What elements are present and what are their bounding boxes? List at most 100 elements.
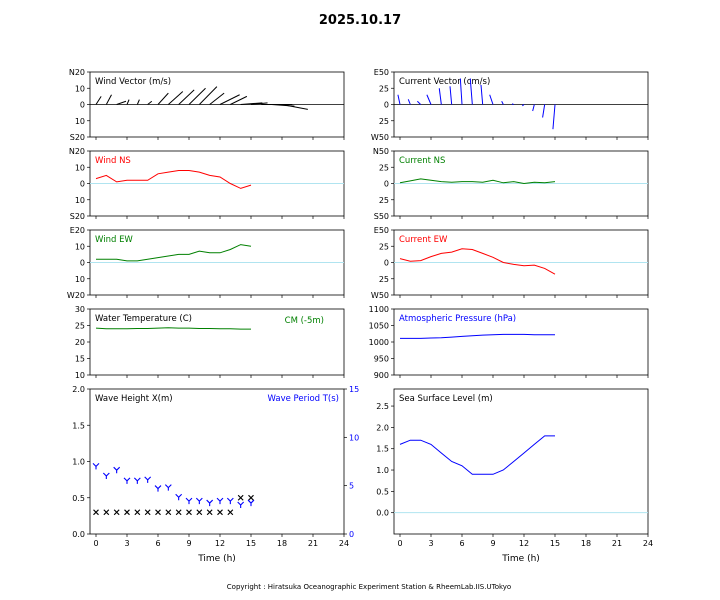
y-tick-label: 1.5: [72, 421, 85, 430]
y-tick-label: N20: [69, 68, 85, 77]
vector-mark: [219, 94, 240, 105]
wave-height-point: [248, 494, 254, 501]
panel-title: Wind Vector (m/s): [95, 77, 171, 87]
y-tick-label: 25: [379, 163, 389, 172]
y-tick-label: 900: [374, 371, 389, 380]
vector-mark: [542, 104, 546, 118]
wave-period-point: [123, 477, 131, 484]
panel-note: CM (-5m): [285, 316, 324, 326]
vector-mark: [116, 100, 127, 105]
panel-frame: [89, 388, 345, 535]
wave-height-point: [165, 509, 172, 516]
y-tick-label: 10: [75, 196, 85, 205]
vector-mark: [281, 104, 308, 110]
vector-mark: [250, 102, 268, 105]
y-tick-label: 1000: [369, 338, 389, 347]
wave-height-point: [186, 509, 192, 516]
wave-height-point: [124, 509, 130, 516]
vector-mark: [157, 92, 169, 105]
vector-mark: [230, 95, 248, 105]
series-line: [399, 435, 555, 475]
y-tick-label: S20: [70, 212, 85, 221]
x-tick-label: 18: [277, 539, 287, 548]
panel-title: Wave Height X(m): [95, 394, 173, 404]
vector-mark: [95, 96, 102, 105]
series-line: [95, 170, 252, 189]
x-tick-label: 6: [155, 539, 160, 548]
vector-mark: [198, 86, 218, 105]
vector-mark: [188, 87, 206, 105]
panel-title: Wind NS: [95, 156, 131, 166]
y-tick-label: 25: [379, 117, 389, 126]
vector-mark: [178, 89, 195, 105]
y-tick-label: 10: [75, 275, 85, 284]
x-tick-label: 0: [93, 539, 98, 548]
wave-height-point: [155, 509, 161, 516]
vector-mark: [417, 100, 422, 105]
x-tick-label: 3: [428, 539, 433, 548]
wave-period-point: [226, 497, 234, 505]
wave-height-point: [134, 509, 141, 516]
x-tick-label: 12: [519, 539, 529, 548]
y-tick-label: N20: [69, 147, 85, 156]
wave-height-point: [196, 509, 203, 516]
x-tick-label: 24: [339, 539, 349, 548]
vector-mark: [426, 94, 432, 105]
series-line: [96, 244, 252, 262]
x-tick-label: 15: [246, 539, 256, 548]
y2-tick-label: 0: [349, 530, 354, 539]
x-tick-label: 18: [581, 539, 591, 548]
y-tick-label: 30: [75, 305, 85, 314]
wave-period-point: [185, 497, 193, 505]
wave-height-point: [217, 509, 223, 516]
y-tick-label: 25: [379, 196, 389, 205]
series-line: [400, 333, 555, 339]
wave-period-point: [144, 476, 152, 483]
y-tick-label: 0: [80, 180, 85, 189]
y-tick-label: 0.5: [72, 494, 85, 503]
vector-mark: [522, 104, 525, 107]
panel-title: Atmospheric Pressure (hPa): [399, 314, 516, 324]
panel-title: Current NS: [399, 156, 445, 166]
y-tick-label: 25: [379, 242, 389, 251]
series-line: [95, 327, 251, 330]
wave-period-point: [133, 477, 141, 484]
y-tick-label: 1.5: [376, 445, 389, 454]
x-tick-label: 21: [612, 539, 622, 548]
panel-wave: 2.0 1.5 1.0 0.5 0.0 0 3 6 9 12 15 18 21 24 Time (h) Wav…: [72, 385, 359, 564]
panel-title: Sea Surface Level (m): [399, 394, 493, 404]
x-tick-label: 9: [490, 539, 495, 548]
y-tick-label: 0: [384, 101, 389, 110]
vector-mark: [126, 99, 130, 105]
wave-period-point: [237, 501, 245, 508]
panel-title: Current Vector (cm/s): [399, 77, 490, 87]
vector-mark: [407, 99, 411, 105]
wave-period-point: [206, 499, 214, 507]
y-tick-label: 10: [75, 163, 85, 172]
vector-mark: [209, 92, 225, 105]
wave-height-point: [175, 509, 182, 516]
vector-mark: [240, 102, 263, 105]
wave-period-point: [216, 497, 224, 505]
wave-period-point: [175, 493, 183, 501]
y-tick-label: 0.0: [72, 530, 85, 539]
vector-mark: [552, 104, 556, 130]
series-line: [399, 248, 556, 275]
y-tick-label: E50: [374, 68, 389, 77]
x-axis-label: Time (h): [197, 554, 236, 564]
wave-period-point: [102, 472, 110, 479]
x-tick-label: 6: [459, 539, 464, 548]
y-tick-label: 0.5: [376, 487, 389, 496]
wave-height-point: [227, 509, 234, 516]
wave-period-point: [247, 499, 255, 507]
wave-period-point: [164, 484, 172, 491]
y-tick-label: E50: [374, 226, 389, 235]
panel-title: Wind EW: [95, 235, 133, 245]
y-tick-label: N50: [373, 147, 389, 156]
vector-mark: [449, 86, 453, 105]
series-line: [399, 178, 556, 185]
x-tick-label: 12: [215, 539, 225, 548]
x-tick-label: 3: [124, 539, 129, 548]
x-tick-label: 15: [550, 539, 560, 548]
